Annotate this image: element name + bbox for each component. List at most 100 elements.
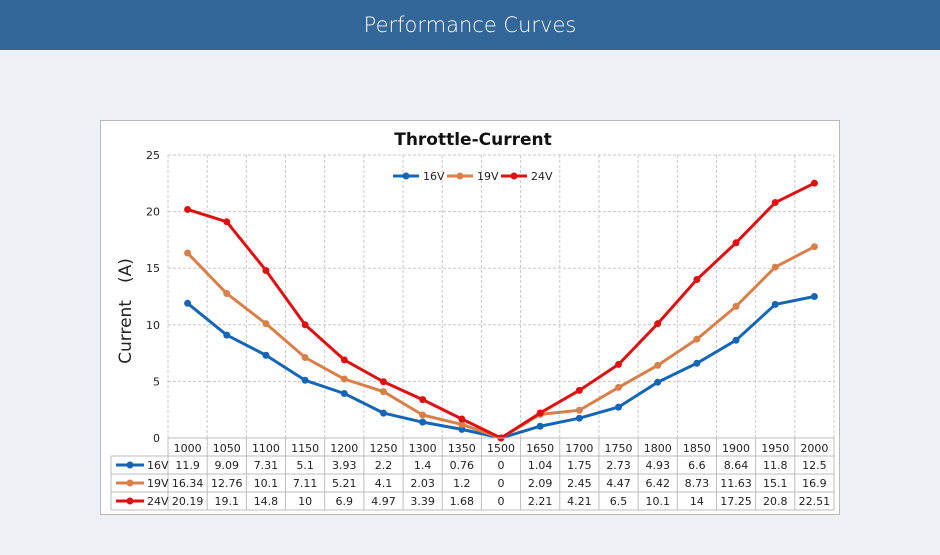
data-point bbox=[693, 359, 701, 367]
table-cell: 15.1 bbox=[763, 477, 788, 490]
y-tick-label: 5 bbox=[153, 375, 160, 388]
table-cell: 3.93 bbox=[332, 459, 357, 472]
y-tick-label: 15 bbox=[146, 262, 160, 275]
x-tick-label: 1900 bbox=[722, 442, 750, 455]
chart-grid bbox=[167, 154, 835, 438]
data-point bbox=[419, 418, 427, 426]
data-point bbox=[301, 376, 309, 384]
table-cell: 0 bbox=[498, 459, 505, 472]
data-point bbox=[771, 199, 779, 207]
throttle-current-chart: Throttle-Current Current (A) 0510152025 … bbox=[110, 130, 835, 511]
table-cell: 10.1 bbox=[254, 477, 278, 490]
legend-marker bbox=[402, 172, 410, 180]
table-cell: 0 bbox=[498, 477, 505, 490]
table-cell: 1.04 bbox=[528, 459, 553, 472]
legend-label: 24V bbox=[531, 170, 553, 183]
table-cell: 1.75 bbox=[567, 459, 592, 472]
x-tick-label: 1950 bbox=[761, 442, 789, 455]
data-point bbox=[810, 293, 818, 300]
table-cell: 4.47 bbox=[606, 477, 631, 490]
table-cell: 1.68 bbox=[450, 495, 475, 508]
legend-marker bbox=[456, 172, 464, 180]
table-cell: 4.93 bbox=[645, 459, 670, 472]
legend-label: 16V bbox=[423, 170, 445, 183]
table-cell: 1.4 bbox=[414, 459, 432, 472]
table-cell: 4.1 bbox=[375, 477, 393, 490]
y-tick-label: 25 bbox=[146, 149, 160, 162]
data-point bbox=[575, 406, 583, 414]
table-cell: 5.21 bbox=[332, 477, 357, 490]
data-point bbox=[732, 336, 740, 344]
table-legend-marker bbox=[126, 497, 134, 505]
data-point bbox=[223, 218, 231, 226]
table-cell: 2.03 bbox=[410, 477, 435, 490]
data-point bbox=[262, 351, 270, 359]
data-point bbox=[536, 422, 544, 430]
table-series-name: 24V bbox=[147, 495, 169, 508]
table-cell: 11.63 bbox=[720, 477, 752, 490]
data-point bbox=[301, 354, 309, 362]
table-cell: 2.73 bbox=[606, 459, 631, 472]
legend-label: 19V bbox=[477, 170, 499, 183]
table-cell: 0.76 bbox=[450, 459, 475, 472]
table-cell: 20.19 bbox=[172, 495, 204, 508]
table-cell: 17.25 bbox=[720, 495, 752, 508]
data-point bbox=[419, 396, 427, 404]
table-cell: 6.6 bbox=[688, 459, 706, 472]
data-point bbox=[184, 249, 192, 257]
table-cell: 19.1 bbox=[215, 495, 240, 508]
data-point bbox=[654, 320, 662, 328]
chart-panel: Throttle-Current Current (A) 0 5 10 15 20 25 … bbox=[100, 120, 840, 515]
series-line-24V bbox=[187, 181, 816, 440]
table-cell: 6.42 bbox=[645, 477, 670, 490]
table-cell: 6.5 bbox=[610, 495, 628, 508]
table-cell: 10 bbox=[298, 495, 312, 508]
data-point bbox=[771, 263, 779, 271]
x-tick-label: 1750 bbox=[605, 442, 633, 455]
y-tick-label: 20 bbox=[146, 206, 160, 219]
data-point bbox=[223, 290, 231, 298]
data-point bbox=[184, 299, 192, 307]
data-point bbox=[536, 409, 544, 417]
table-cell: 12.5 bbox=[802, 459, 827, 472]
x-tick-label: 1500 bbox=[487, 442, 515, 455]
data-point bbox=[732, 239, 740, 247]
data-point bbox=[458, 425, 466, 433]
data-table: 1000 1050 1100 1150 1200 1250 1300 1350 1500 1650… bbox=[110, 437, 835, 511]
data-point bbox=[379, 409, 387, 417]
table-series-name: 19V bbox=[147, 477, 169, 490]
x-tick-label: 1250 bbox=[369, 442, 397, 455]
page-header: Performance Curves bbox=[0, 0, 940, 50]
x-tick-label: 1700 bbox=[565, 442, 593, 455]
table-cell: 7.11 bbox=[293, 477, 318, 490]
y-axis-label: Current (A) bbox=[116, 258, 136, 364]
data-point bbox=[340, 375, 348, 383]
data-point bbox=[184, 205, 192, 213]
table-cell: 2.2 bbox=[375, 459, 393, 472]
data-point bbox=[458, 420, 466, 428]
table-cell: 20.8 bbox=[763, 495, 788, 508]
chart-series bbox=[184, 179, 818, 442]
data-point bbox=[654, 378, 662, 386]
table-cell: 10.1 bbox=[645, 495, 670, 508]
table-cell: 11.9 bbox=[175, 459, 200, 472]
x-tick-label: 1050 bbox=[213, 442, 241, 455]
table-cell: 2.45 bbox=[567, 477, 592, 490]
x-tick-label: 1300 bbox=[409, 442, 437, 455]
data-point bbox=[771, 300, 779, 308]
table-cell: 0 bbox=[498, 495, 505, 508]
chart-title: Throttle-Current bbox=[394, 130, 552, 150]
table-legend-marker bbox=[126, 479, 134, 487]
x-tick-label: 1800 bbox=[644, 442, 672, 455]
data-point bbox=[732, 302, 740, 310]
table-series-name: 16V bbox=[147, 459, 169, 472]
x-tick-label: 1000 bbox=[174, 442, 202, 455]
table-cell: 4.21 bbox=[567, 495, 592, 508]
x-tick-label: 1100 bbox=[252, 442, 280, 455]
table-cell: 16.9 bbox=[802, 477, 827, 490]
page-title: Performance Curves bbox=[363, 13, 577, 37]
table-cell: 4.97 bbox=[371, 495, 396, 508]
data-point bbox=[615, 360, 623, 368]
table-cell: 7.31 bbox=[254, 459, 278, 472]
x-tick-label: 1650 bbox=[526, 442, 554, 455]
